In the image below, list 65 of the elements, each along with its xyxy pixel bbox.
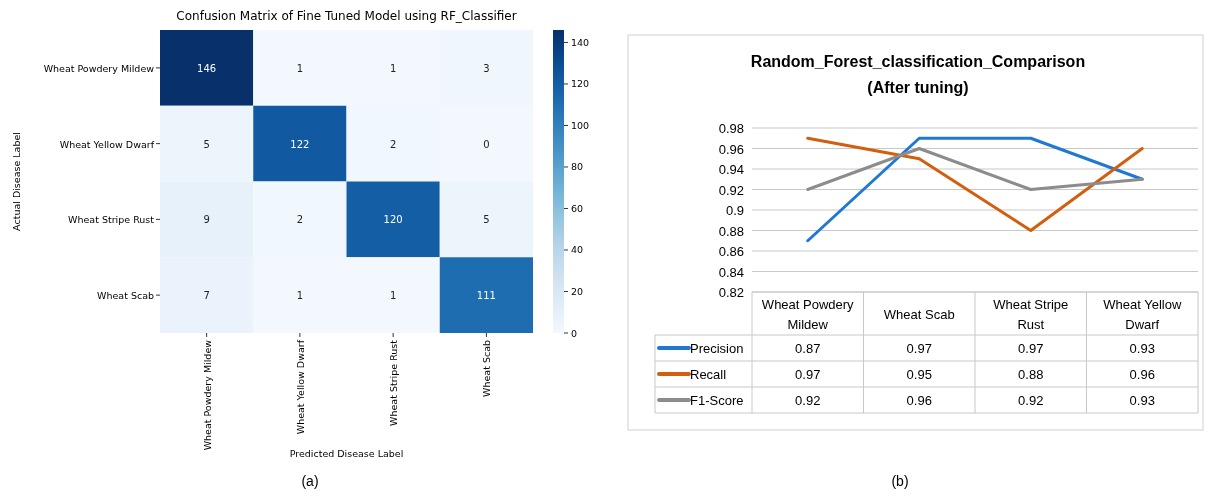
y-tick-label: 0.84	[718, 264, 744, 280]
data-label: 146	[197, 62, 217, 74]
data-label: 7	[203, 290, 210, 302]
data-label: 0.97	[906, 341, 932, 356]
text: (a)	[301, 473, 319, 489]
y-tick-label: 0.88	[718, 223, 744, 239]
x-tick-label: Wheat Stripe Rust	[388, 339, 400, 426]
data-label: 120	[383, 214, 403, 226]
data-label: 1	[389, 62, 397, 74]
x-tick-label: Wheat Yellow Dwarf	[294, 339, 306, 435]
color-bar-label: 100	[571, 119, 590, 131]
x-tick-label: Wheat Scab	[481, 340, 493, 397]
y-tick-label: Wheat Stripe Rust	[68, 214, 155, 226]
data-label: 0.97	[1018, 341, 1044, 356]
data-label: 0.92	[1018, 393, 1044, 408]
chart-subtitle: (After tuning)	[867, 79, 969, 96]
data-label: 0.96	[906, 393, 932, 408]
data-label: 5	[483, 214, 490, 226]
data-label: 0.95	[906, 367, 932, 382]
color-bar-label: 40	[571, 244, 584, 256]
x-tick-label: Wheat Powdery Mildew	[761, 296, 855, 332]
y-tick-label: Wheat Yellow Dwarf	[59, 138, 155, 150]
chart-title: Confusion Matrix of Fine Tuned Model using RF_Classifier	[176, 9, 517, 23]
y-tick-label: 0.92	[718, 182, 744, 198]
data-label: 0.97	[795, 367, 821, 382]
color-bar-label: 80	[571, 161, 584, 173]
data-label: 2	[296, 214, 304, 226]
color-bar-label: 20	[571, 285, 584, 297]
y-tick-label: 0.82	[718, 285, 744, 300]
color-bar-label: 60	[571, 202, 584, 214]
data-label: 0.93	[1129, 393, 1155, 408]
x-tick-label: Wheat Scab	[883, 306, 955, 322]
legend-label: Recall	[690, 367, 727, 382]
x-tick-label: Wheat Yellow Dwarf	[1103, 296, 1182, 332]
color-bar-label: 0	[571, 327, 578, 339]
data-label: 0.93	[1129, 341, 1155, 356]
data-label: 3	[483, 62, 490, 74]
y-axis-title: Actual Disease Label	[11, 132, 22, 231]
data-label: 1	[296, 62, 304, 74]
data-label: 111	[476, 290, 496, 302]
data-label: 122	[290, 138, 310, 150]
data-label: 0.88	[1018, 367, 1044, 382]
data-label: 1	[296, 290, 304, 302]
y-tick-label: 0.96	[718, 141, 744, 157]
color-bar-label: 140	[571, 36, 590, 48]
data-label: 2	[389, 138, 397, 150]
data-label: 1	[389, 290, 397, 302]
legend-label: F1-Score	[690, 393, 744, 408]
data-label: 0.96	[1129, 367, 1155, 382]
y-tick-label: 0.9	[725, 203, 744, 218]
color-bar-label: 120	[571, 78, 590, 90]
data-label: 0	[483, 138, 490, 150]
y-tick-label: 0.98	[718, 121, 744, 136]
legend-label: Precision	[690, 341, 744, 356]
y-tick-label: 0.86	[718, 244, 744, 259]
x-axis-title: Predicted Disease Label	[289, 448, 404, 459]
y-tick-label: Wheat Powdery Mildew	[43, 62, 155, 74]
data-label: 0.87	[795, 341, 821, 356]
data-label: 0.92	[795, 393, 821, 408]
data-label: 9	[203, 214, 210, 226]
chart-title: Random_Forest_classification_Comparison	[750, 53, 1086, 70]
text: (b)	[891, 473, 909, 489]
x-tick-label: Wheat Stripe Rust	[993, 296, 1069, 332]
data-label: 5	[203, 138, 210, 150]
y-tick-label: 0.94	[718, 162, 744, 177]
